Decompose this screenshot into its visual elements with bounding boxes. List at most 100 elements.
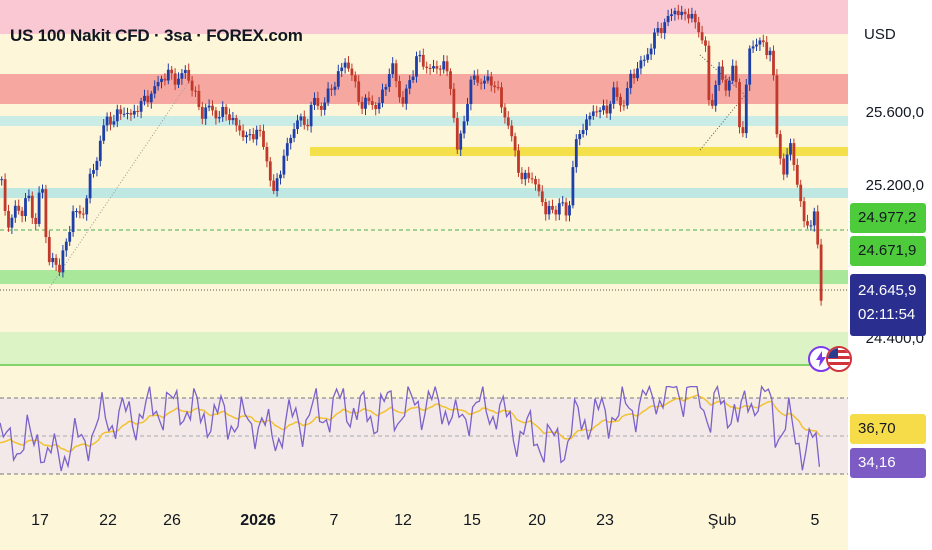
candle-body (285, 143, 289, 156)
time-tick-label: 5 (810, 512, 820, 529)
candle-body (258, 129, 262, 131)
candle-body (602, 105, 605, 111)
candle-body (71, 211, 75, 233)
candle-body (598, 110, 602, 112)
candle-body (377, 102, 381, 110)
candle-body (819, 244, 823, 301)
candle-body (61, 250, 65, 273)
currency-label[interactable]: USD (864, 26, 896, 43)
candle-body (768, 50, 772, 56)
candle-body (455, 118, 459, 150)
candle-body (180, 73, 184, 79)
candle-body (245, 135, 248, 138)
candle-body (37, 192, 41, 224)
time-tick-label: 20 (528, 512, 546, 529)
candle-body (296, 120, 299, 130)
candle-body (503, 107, 507, 118)
candle-body (160, 78, 163, 83)
candle-body (68, 232, 72, 242)
candle-body (262, 130, 265, 147)
candle-body (649, 48, 653, 55)
candle-body (581, 130, 585, 135)
candle-body (517, 150, 520, 173)
candle-body (309, 104, 313, 127)
candle-body (350, 68, 354, 76)
time-tick-label: 26 (163, 512, 181, 529)
candle-body (574, 139, 578, 168)
candle-body (704, 40, 707, 46)
candle-body (228, 114, 231, 121)
candle-body (381, 89, 384, 103)
candle-body (629, 73, 633, 89)
candle-body (622, 105, 626, 107)
zone-red (0, 74, 848, 104)
candle-body (211, 105, 214, 111)
candle-body (459, 133, 463, 150)
candle-body (636, 68, 639, 79)
candle-body (632, 73, 636, 79)
candle-body (748, 48, 752, 85)
candle-body (78, 211, 82, 214)
candle-body (755, 44, 758, 47)
candle-body (75, 211, 78, 213)
candle-body (330, 88, 333, 90)
candle-body (95, 160, 99, 171)
candle-body (333, 86, 337, 90)
candle-body (428, 67, 432, 69)
candle-body (241, 130, 245, 138)
candle-body (224, 106, 228, 115)
candle-body (707, 45, 711, 100)
candle-body (775, 75, 779, 135)
candle-body (166, 69, 170, 81)
last-price-value: 24.645,9 (858, 282, 917, 299)
candle-body (316, 97, 320, 106)
candle-body (197, 90, 201, 107)
candle-body (523, 172, 527, 180)
candle-body (398, 81, 401, 98)
candle-body (564, 202, 568, 216)
candle-body (353, 75, 357, 82)
candle-body (299, 116, 303, 121)
candle-body (251, 134, 255, 140)
candle-body (591, 111, 595, 116)
rsi-ma-tag: 36,70 (850, 414, 926, 444)
zone-cyan-lower (0, 188, 848, 198)
candle-body (183, 69, 187, 74)
candle-body (806, 221, 809, 226)
candle-body (136, 110, 140, 112)
candle-body (510, 125, 514, 137)
candle-body (3, 179, 7, 211)
time-tick-label: Şub (707, 512, 737, 529)
candle-body (472, 75, 476, 80)
time-tick-label: 23 (596, 512, 614, 529)
candle-body (595, 111, 599, 113)
candle-body (452, 88, 456, 119)
candle-body (697, 22, 701, 33)
candle-body (364, 97, 367, 109)
candle-body (391, 63, 395, 75)
candle-body (54, 257, 58, 265)
candle-body (98, 140, 102, 161)
candle-body (20, 210, 24, 217)
us-flag-icon[interactable] (826, 346, 852, 372)
candle-body (177, 78, 180, 85)
candle-body (738, 82, 741, 128)
candle-body (425, 66, 429, 68)
candlestick-series (0, 4, 823, 306)
price-tag-green-bottom: 24.671,9 (850, 236, 926, 266)
candle-body (404, 88, 408, 104)
candle-body (585, 119, 588, 131)
candle-body (544, 202, 548, 215)
candle-body (500, 87, 503, 108)
candle-body (132, 110, 136, 115)
candle-body (153, 86, 157, 94)
candle-body (554, 209, 558, 215)
bar-countdown: 02:11:54 (858, 306, 916, 323)
candle-body (469, 79, 473, 105)
candle-body (58, 264, 61, 273)
time-tick-label: 2026 (240, 512, 276, 529)
time-tick-label: 12 (394, 512, 412, 529)
candle-body (727, 80, 731, 91)
candle-body (605, 105, 609, 114)
